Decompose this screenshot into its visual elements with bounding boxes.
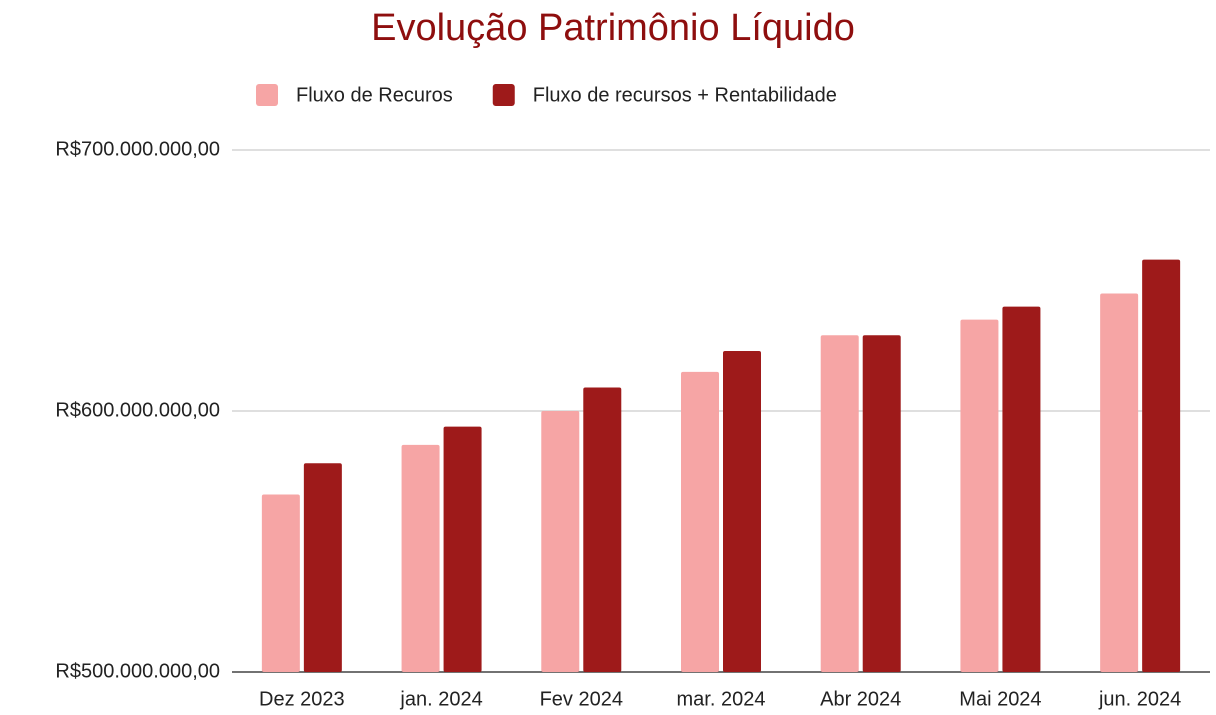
chart-title: Evolução Patrimônio Líquido [371, 7, 855, 49]
y-tick-label: R$500.000.000,00 [55, 660, 220, 682]
bar [820, 335, 859, 672]
bar [303, 463, 342, 672]
x-tick-label: Dez 2023 [259, 688, 345, 710]
bar [401, 444, 440, 672]
bar [1002, 306, 1041, 672]
bar [583, 387, 622, 672]
bar [261, 494, 300, 672]
bar [960, 319, 999, 672]
legend-label: Fluxo de Recuros [296, 84, 453, 106]
bar [443, 426, 482, 672]
y-tick-label: R$700.000.000,00 [55, 138, 220, 160]
bar [541, 411, 580, 672]
bar [862, 335, 901, 672]
x-tick-label: mar. 2024 [677, 688, 766, 710]
y-tick-label: R$600.000.000,00 [55, 399, 220, 421]
legend-swatch [256, 84, 278, 106]
x-tick-label: jun. 2024 [1098, 688, 1181, 710]
bar [1100, 293, 1139, 672]
x-tick-label: Mai 2024 [959, 688, 1041, 710]
x-tick-label: Fev 2024 [540, 688, 623, 710]
x-tick-label: Abr 2024 [820, 688, 901, 710]
legend-swatch [492, 84, 515, 106]
bar [723, 350, 761, 672]
legend-label: Fluxo de recursos + Rentabilidade [533, 84, 837, 106]
bar [1142, 259, 1181, 672]
x-tick-label: jan. 2024 [399, 688, 482, 710]
bar [681, 371, 719, 672]
